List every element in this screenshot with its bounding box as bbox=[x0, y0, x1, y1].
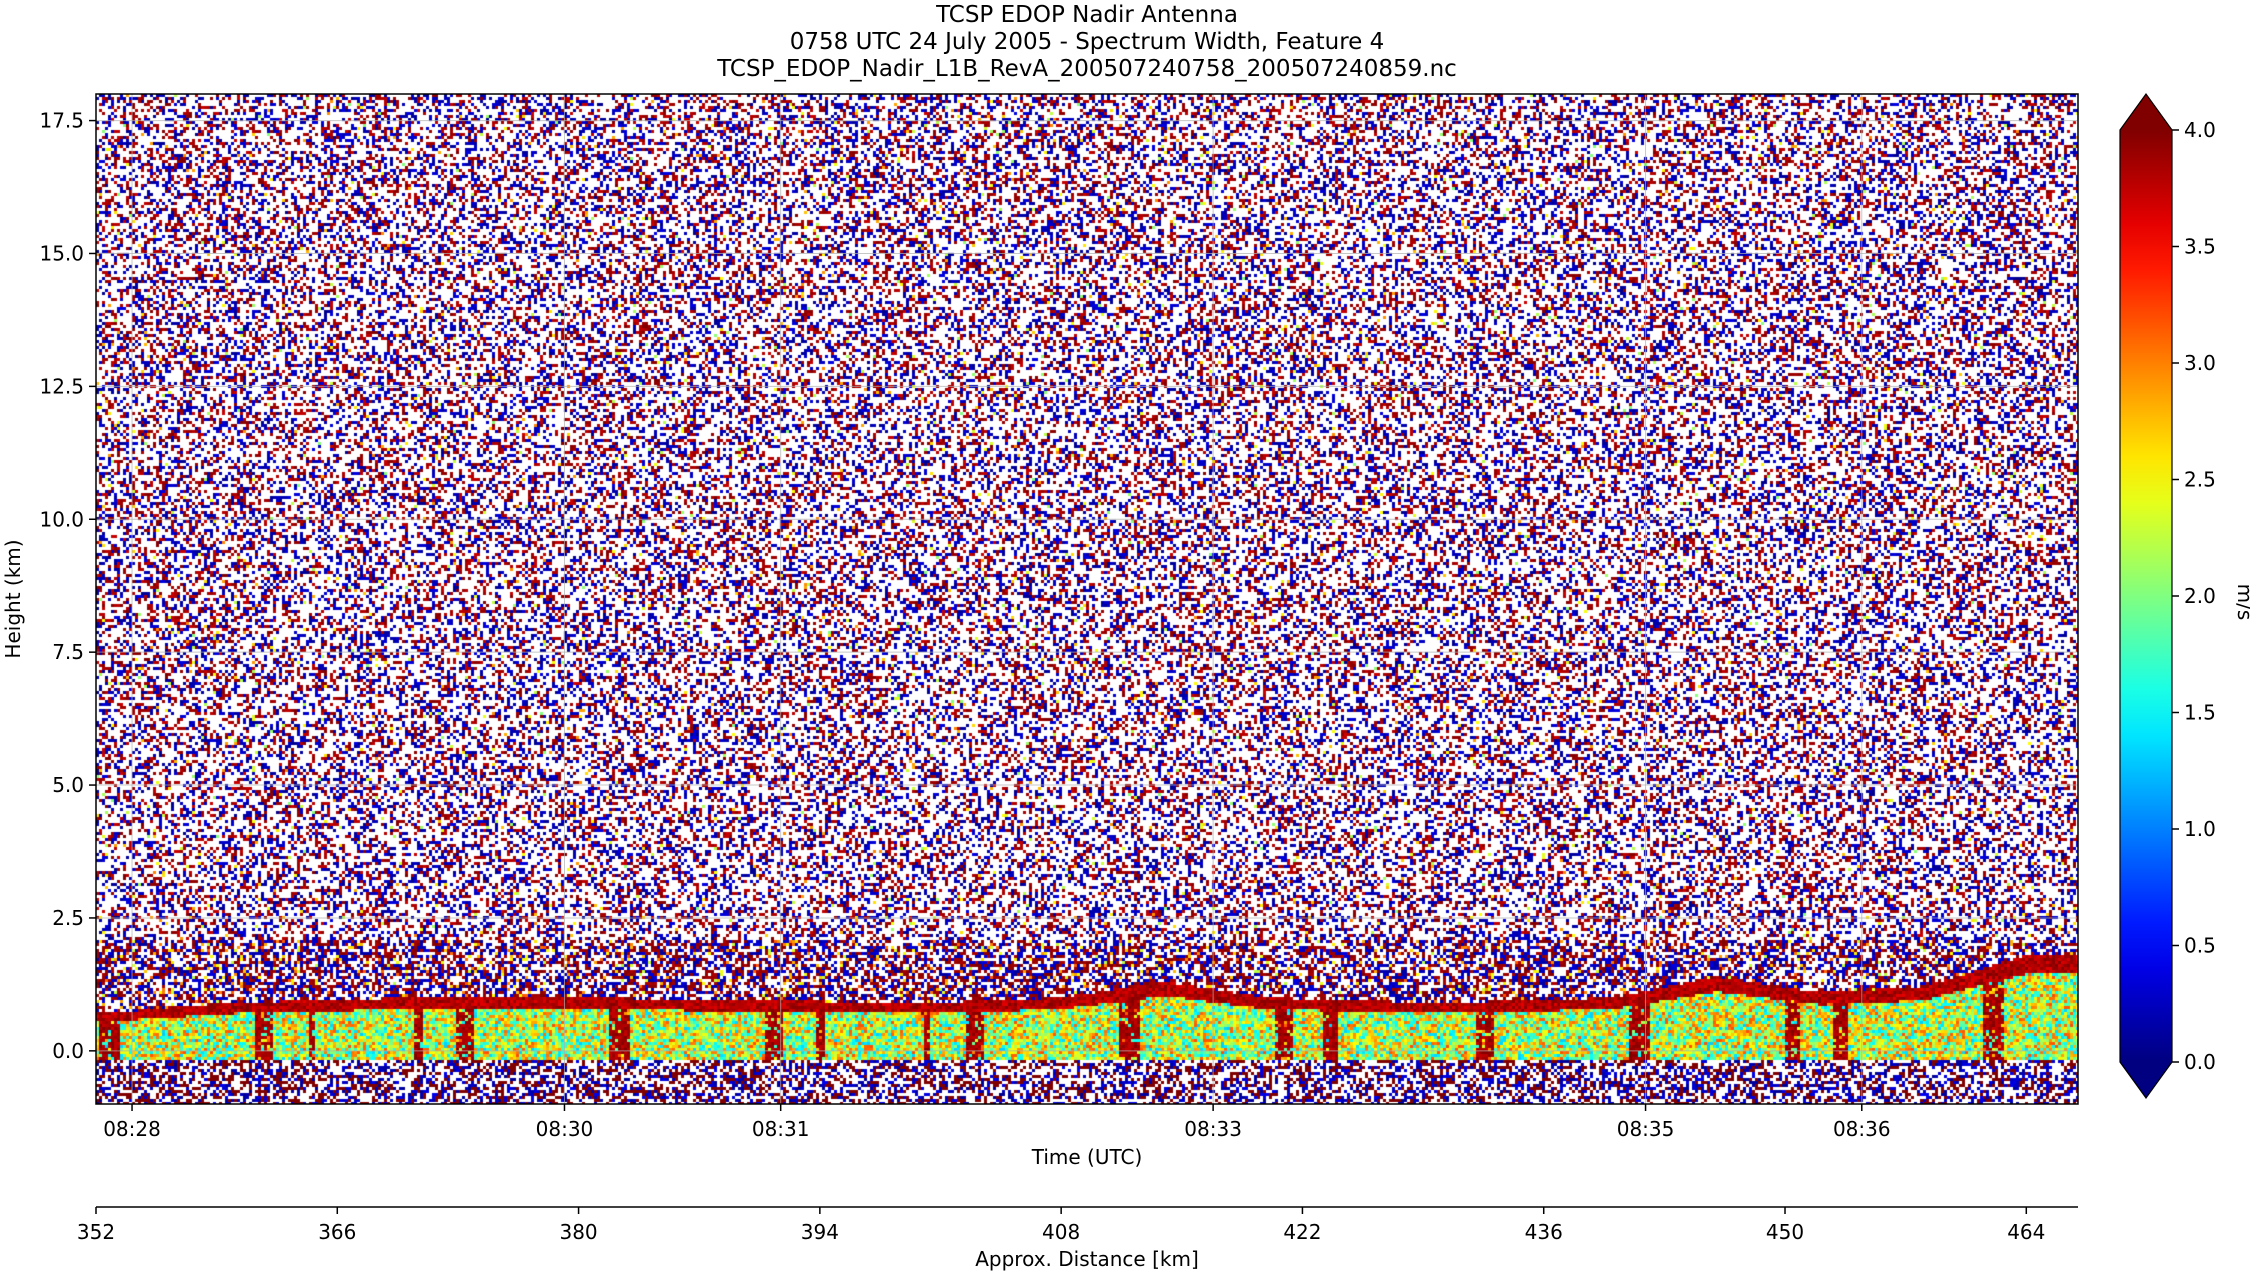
x-axis-label: Time (UTC) bbox=[1031, 1145, 1143, 1169]
colorbar-gradient bbox=[2120, 130, 2172, 1062]
y-axis-label: Height (km) bbox=[1, 539, 25, 658]
colorbar-label: m/s bbox=[2233, 584, 2250, 621]
y-tick-label: 7.5 bbox=[52, 640, 84, 664]
distance-tick-label: 422 bbox=[1283, 1220, 1321, 1244]
y-tick-label: 0.0 bbox=[52, 1039, 84, 1063]
x-tick-label: 08:36 bbox=[1833, 1117, 1891, 1141]
colorbar-tick-label: 3.5 bbox=[2184, 235, 2216, 259]
y-tick-label: 10.0 bbox=[39, 507, 84, 531]
y-tick-label: 12.5 bbox=[39, 374, 84, 398]
y-tick-label: 2.5 bbox=[52, 906, 84, 930]
spectrum-width-heatmap bbox=[96, 94, 2078, 1104]
chart-title-line1: TCSP EDOP Nadir Antenna bbox=[936, 2, 1238, 28]
colorbar-extend-max bbox=[2120, 94, 2172, 130]
distance-tick-label: 436 bbox=[1525, 1220, 1563, 1244]
distance-tick-label: 450 bbox=[1766, 1220, 1804, 1244]
y-axis: 0.0 2.5 5.0 7.5 10.0 12.5 15.0 17.5 bbox=[39, 109, 96, 1063]
colorbar-tick-label: 1.5 bbox=[2184, 701, 2216, 725]
x-axis-time: 08:28 08:30 08:31 08:33 08:35 08:36 bbox=[103, 1104, 1891, 1141]
colorbar-tick-label: 3.0 bbox=[2184, 351, 2216, 375]
x-tick-label: 08:31 bbox=[752, 1117, 810, 1141]
x-tick-label: 08:30 bbox=[536, 1117, 594, 1141]
chart-title-line2: 0758 UTC 24 July 2005 - Spectrum Width, … bbox=[789, 29, 1385, 55]
chart-title-line3: TCSP_EDOP_Nadir_L1B_RevA_200507240758_20… bbox=[717, 56, 1457, 82]
y-tick-label: 5.0 bbox=[52, 773, 84, 797]
x-axis-distance: 352 366 380 394 408 422 436 450 464 bbox=[77, 1206, 2078, 1244]
secondary-x-axis-label: Approx. Distance [km] bbox=[975, 1247, 1199, 1271]
distance-tick-label: 380 bbox=[559, 1220, 597, 1244]
colorbar: 0.0 0.5 1.0 1.5 2.0 2.5 3.0 3.5 4.0 bbox=[2119, 92, 2216, 1100]
x-tick-label: 08:33 bbox=[1184, 1117, 1242, 1141]
colorbar-tick-label: 1.0 bbox=[2184, 817, 2216, 841]
colorbar-tick-label: 0.0 bbox=[2184, 1050, 2216, 1074]
chart-title-block: TCSP EDOP Nadir Antenna 0758 UTC 24 July… bbox=[96, 2, 2078, 83]
distance-tick-label: 464 bbox=[2007, 1220, 2045, 1244]
x-tick-label: 08:28 bbox=[103, 1117, 161, 1141]
distance-tick-label: 366 bbox=[318, 1220, 356, 1244]
distance-tick-label: 408 bbox=[1042, 1220, 1080, 1244]
x-tick-label: 08:35 bbox=[1617, 1117, 1675, 1141]
colorbar-tick-label: 2.5 bbox=[2184, 468, 2216, 492]
y-tick-label: 17.5 bbox=[39, 109, 84, 133]
colorbar-tick-label: 2.0 bbox=[2184, 584, 2216, 608]
plot-frame bbox=[95, 93, 2079, 1105]
distance-tick-label: 352 bbox=[77, 1220, 115, 1244]
y-tick-label: 15.0 bbox=[39, 241, 84, 265]
grid-lines bbox=[96, 94, 2078, 1104]
colorbar-tick-label: 4.0 bbox=[2184, 118, 2216, 142]
colorbar-extend-min bbox=[2120, 1062, 2172, 1098]
distance-tick-label: 394 bbox=[801, 1220, 839, 1244]
colorbar-tick-label: 0.5 bbox=[2184, 934, 2216, 958]
